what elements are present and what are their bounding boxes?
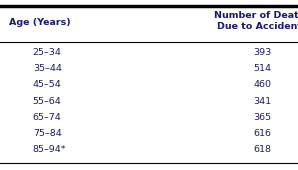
Text: 45–54: 45–54	[33, 80, 61, 89]
Text: Age (Years): Age (Years)	[9, 18, 71, 27]
Text: 85–94*: 85–94*	[33, 146, 66, 155]
Text: 341: 341	[253, 97, 271, 106]
Text: 75–84: 75–84	[33, 129, 61, 138]
Text: Number of Deaths
Due to Accidents: Number of Deaths Due to Accidents	[214, 11, 298, 31]
Text: 365: 365	[253, 113, 271, 122]
Text: 616: 616	[253, 129, 271, 138]
Text: 618: 618	[253, 146, 271, 155]
Text: 35–44: 35–44	[33, 64, 62, 73]
Text: 393: 393	[253, 48, 271, 57]
Text: 65–74: 65–74	[33, 113, 61, 122]
Text: 25–34: 25–34	[33, 48, 62, 57]
Text: 55–64: 55–64	[33, 97, 61, 106]
Text: 460: 460	[253, 80, 271, 89]
Text: 514: 514	[253, 64, 271, 73]
